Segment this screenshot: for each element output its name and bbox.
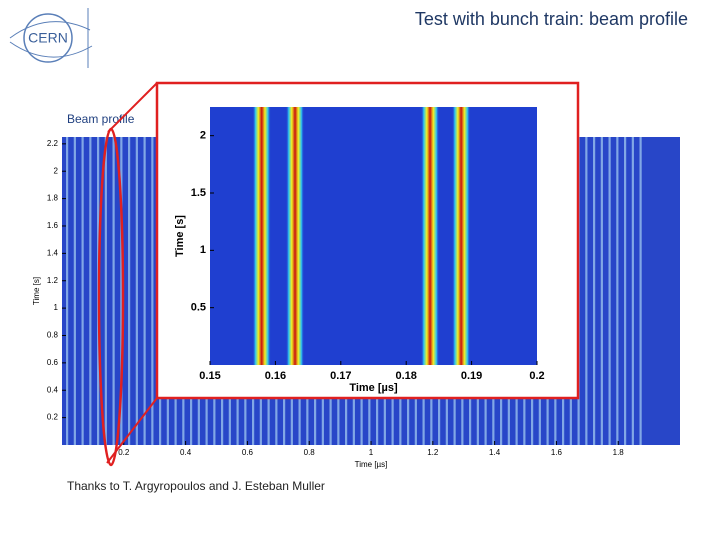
- y-tick-label: 0.5: [191, 302, 206, 314]
- y-axis-label: Time [s]: [32, 277, 41, 305]
- slide-title: Test with bunch train: beam profile: [415, 9, 688, 29]
- x-tick-label: 0.15: [199, 370, 220, 382]
- stripe: [135, 137, 138, 445]
- x-tick-label: 0.2: [118, 448, 130, 457]
- x-axis-label: Time [µs]: [355, 460, 388, 469]
- y-tick-label: 2: [54, 166, 59, 175]
- stripe: [112, 137, 115, 445]
- x-tick-label: 0.17: [330, 370, 351, 382]
- y-tick-label: 2.2: [47, 139, 59, 148]
- stripe: [585, 137, 588, 445]
- stripe: [593, 137, 596, 445]
- stripe: [421, 107, 440, 365]
- footer: Thanks to T. Argyropoulos and J. Esteban…: [67, 479, 325, 493]
- y-tick-label: 0.2: [47, 413, 59, 422]
- stripe: [639, 137, 642, 445]
- x-tick-label: 0.6: [242, 448, 254, 457]
- y-axis-label: Time [s]: [174, 215, 186, 257]
- x-tick-label: 1: [369, 448, 374, 457]
- x-tick-label: 1.6: [551, 448, 563, 457]
- stripe: [616, 137, 619, 445]
- y-tick-label: 1.2: [47, 276, 59, 285]
- stripe: [286, 107, 305, 365]
- x-tick-label: 0.19: [461, 370, 482, 382]
- stripe: [81, 137, 84, 445]
- stripe: [631, 137, 634, 445]
- stripe: [73, 137, 76, 445]
- y-tick-label: 1.4: [47, 248, 59, 257]
- y-tick-label: 1.5: [191, 187, 206, 199]
- y-tick-label: 1: [200, 244, 206, 256]
- stripe: [600, 137, 603, 445]
- x-tick-label: 1.4: [489, 448, 501, 457]
- x-tick-label: 1.2: [427, 448, 439, 457]
- x-axis-label: Time [µs]: [349, 382, 398, 394]
- x-tick-label: 1.8: [613, 448, 625, 457]
- y-tick-label: 0.8: [47, 331, 59, 340]
- inset-chart: 0.15 0.16 0.17 0.18 0.19 0.2 0.5 1 1.5 2 Time [µs]…: [174, 107, 545, 394]
- y-tick-label: 0.6: [47, 358, 59, 367]
- y-tick-label: 1: [54, 303, 59, 312]
- y-tick-label: 1.6: [47, 221, 59, 230]
- stripe: [608, 137, 611, 445]
- stripe: [151, 137, 154, 445]
- logo: CERN: [9, 8, 93, 68]
- x-tick-label: 0.2: [529, 370, 544, 382]
- logo-text: CERN: [28, 30, 68, 46]
- stripe: [452, 107, 471, 365]
- stripe: [624, 137, 627, 445]
- y-tick-label: 2: [200, 130, 206, 142]
- stripe: [66, 137, 69, 445]
- y-tick-label: 0.4: [47, 385, 59, 394]
- stripe: [143, 137, 146, 445]
- x-tick-label: 0.8: [304, 448, 316, 457]
- x-tick-label: 0.4: [180, 448, 192, 457]
- stripe: [252, 107, 271, 365]
- stripe: [120, 137, 123, 445]
- stripe: [128, 137, 131, 445]
- x-tick-label: 0.18: [395, 370, 416, 382]
- x-tick-label: 0.16: [265, 370, 286, 382]
- stripe: [89, 137, 92, 445]
- y-tick-label: 1.8: [47, 194, 59, 203]
- stripe: [104, 137, 107, 445]
